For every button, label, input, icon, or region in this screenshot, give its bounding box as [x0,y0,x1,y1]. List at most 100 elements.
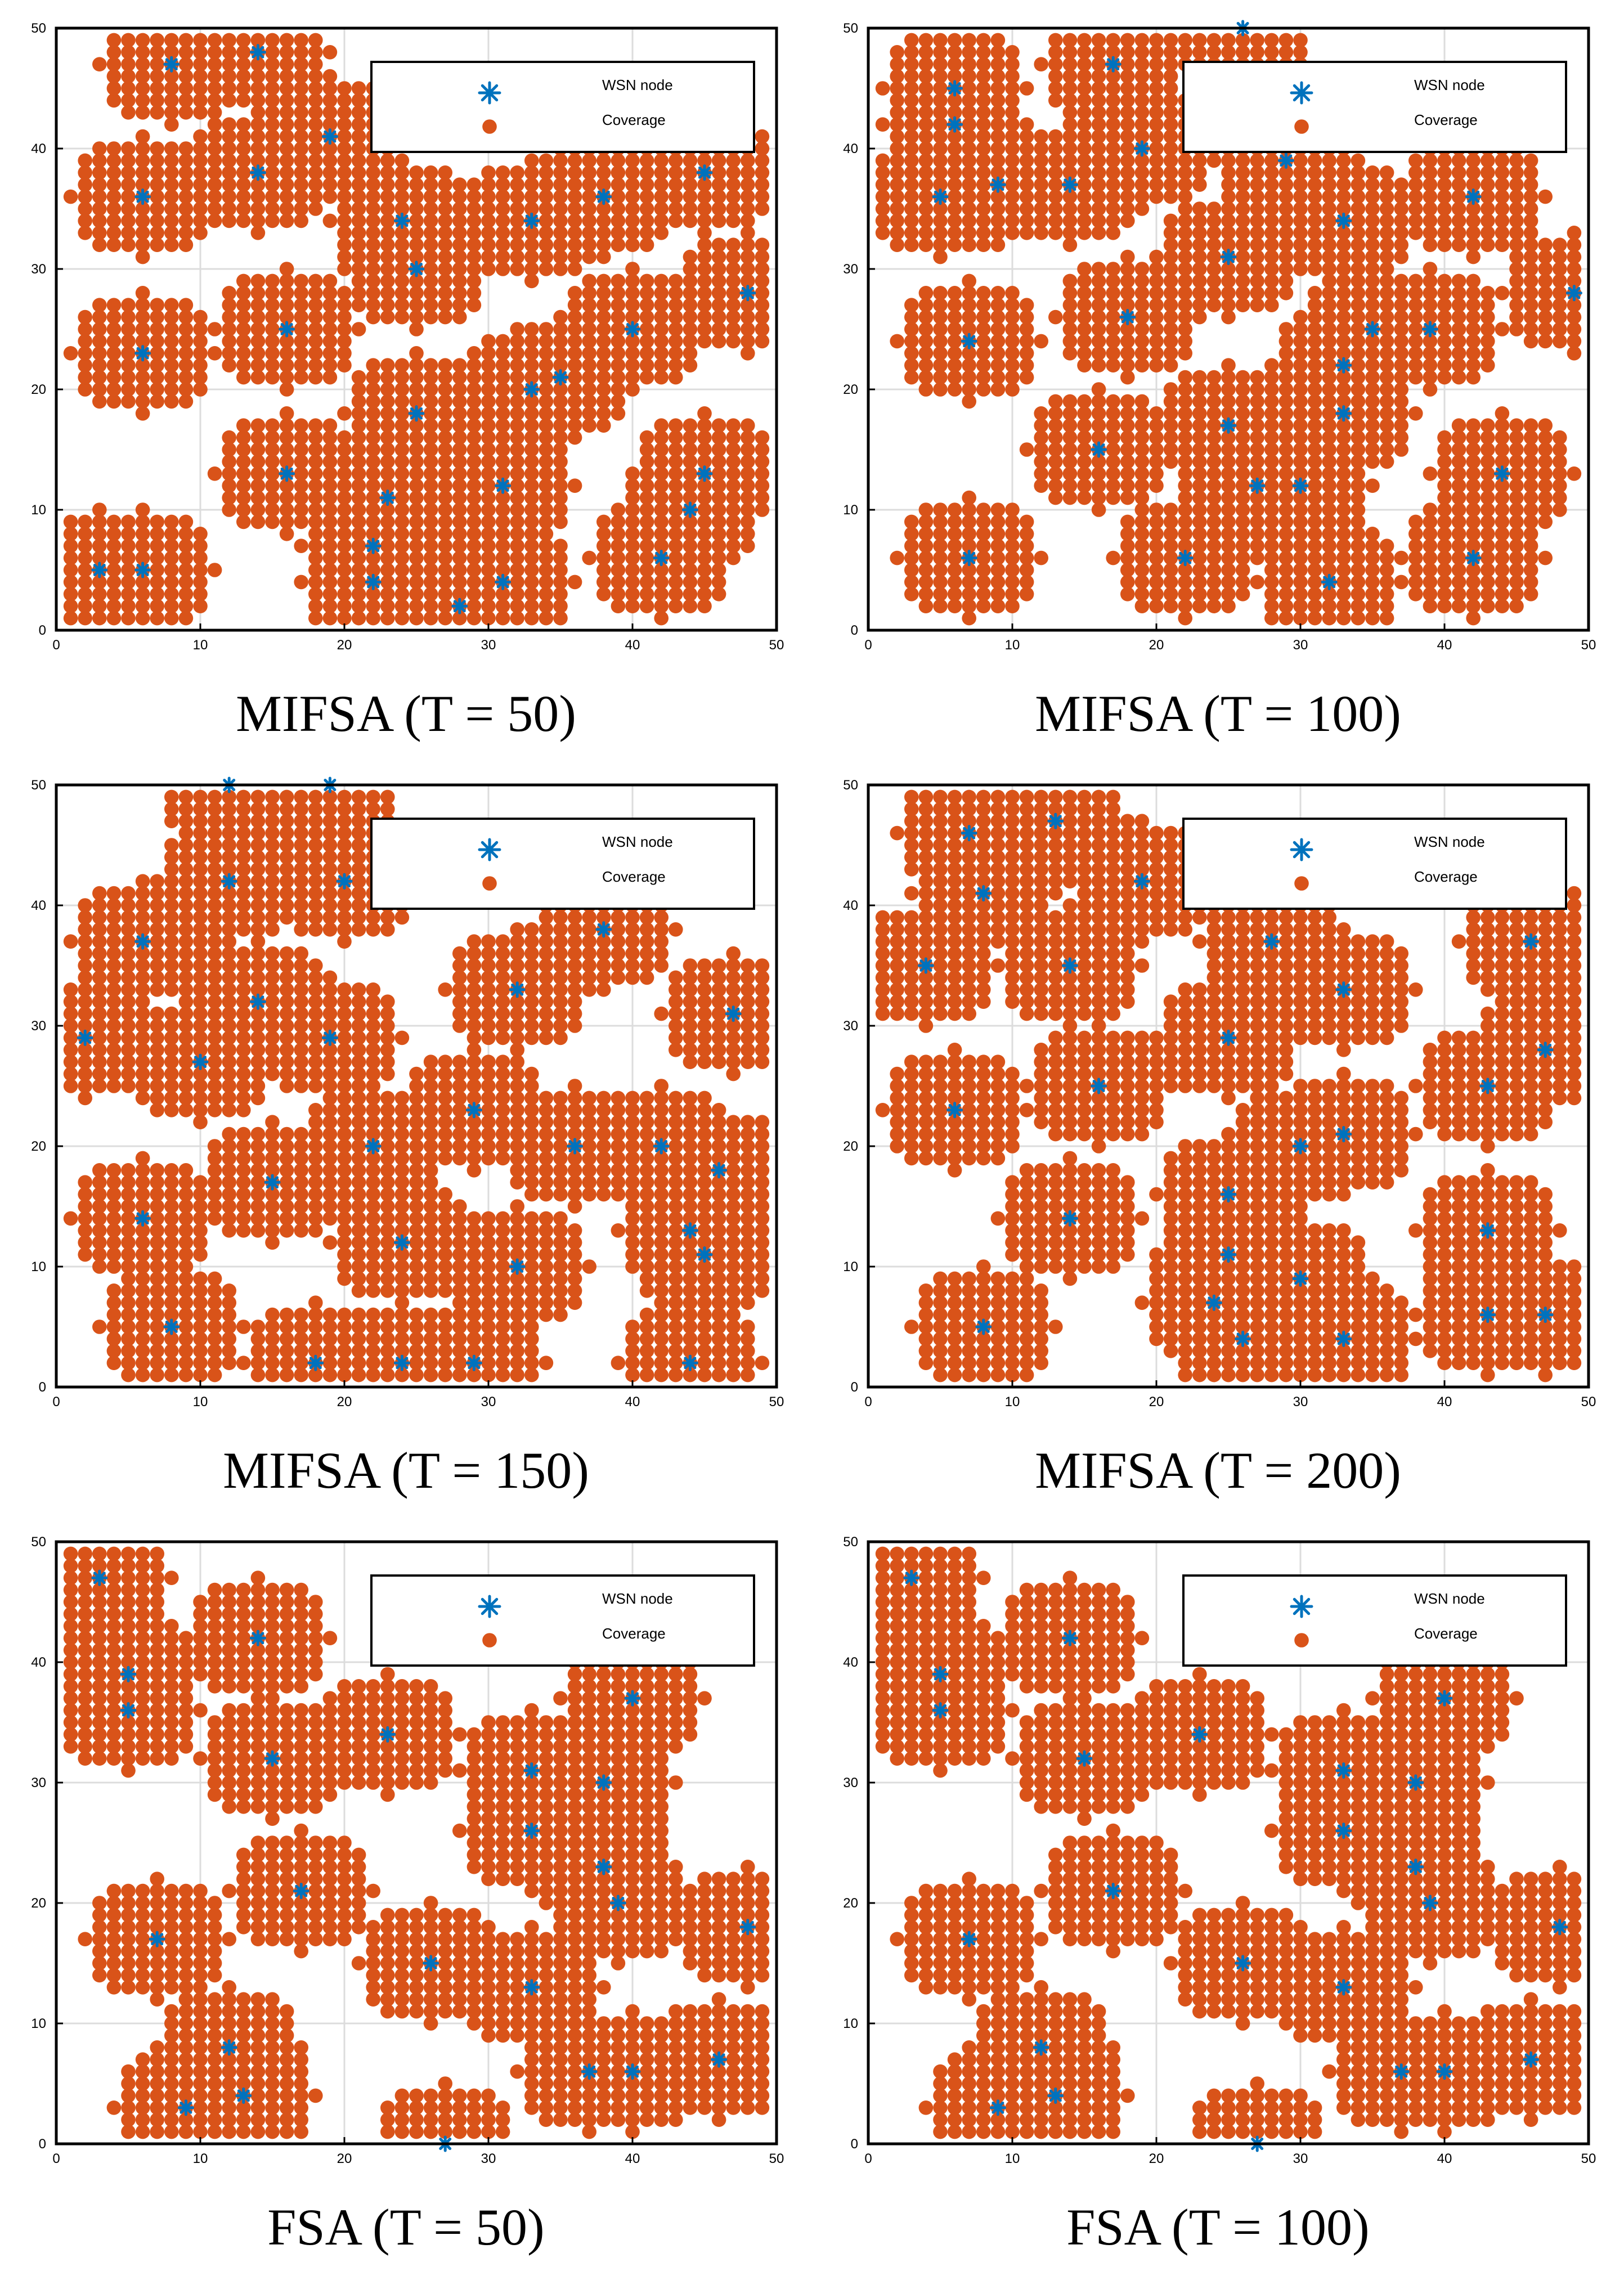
coverage-point [510,611,524,626]
coverage-point [193,346,208,361]
coverage-point [1134,430,1150,445]
coverage-point [918,514,934,529]
coverage-point [366,1018,380,1033]
coverage-point [669,273,683,289]
coverage-point [279,1331,294,1347]
coverage-point [495,177,510,192]
coverage-point [1365,309,1380,325]
coverage-point [308,538,323,553]
coverage-point [438,358,452,372]
coverage-point [510,1331,524,1347]
coverage-point [1307,382,1322,397]
coverage-point [308,370,323,385]
coverage-point [222,1090,237,1106]
coverage-point [1394,394,1408,409]
coverage-point [193,1103,208,1117]
coverage-point [106,1307,122,1322]
coverage-point [553,1103,568,1117]
coverage-point [1206,262,1222,276]
coverage-point [222,825,237,841]
coverage-point [1235,502,1250,517]
asterisk-stroke [948,82,961,95]
coverage-point [423,226,438,240]
coverage-point [1293,502,1308,517]
coverage-point [150,358,165,372]
coverage-point [669,466,683,481]
coverage-point [711,563,726,577]
coverage-point [539,177,554,192]
coverage-point [380,550,395,565]
coverage-point [351,141,366,156]
coverage-point [452,1344,467,1358]
coverage-point [236,298,251,312]
coverage-point [1134,286,1150,300]
coverage-point [265,1115,280,1129]
coverage-point [1264,466,1279,481]
coverage-point [697,237,712,253]
coverage-point [337,1211,352,1226]
coverage-point [1106,334,1120,349]
coverage-point [222,789,237,805]
coverage-point [726,153,741,168]
coverage-point [92,550,107,565]
coverage-point [294,69,308,84]
coverage-point [121,527,136,541]
coverage-point [351,886,366,901]
coverage-point [1077,69,1092,84]
coverage-point [135,1199,150,1214]
coverage-point [322,117,338,132]
coverage-point [164,514,179,529]
coverage-point [337,454,352,469]
coverage-point [121,1319,136,1334]
coverage-point [322,1103,338,1117]
coverage-point [1178,454,1192,469]
coverage-point [409,430,424,445]
coverage-point [409,1090,424,1106]
coverage-point [1077,358,1092,372]
coverage-point [582,309,596,325]
coverage-point [1351,165,1366,180]
coverage-point [990,599,1006,613]
coverage-point [380,1187,395,1202]
coverage-point [150,1043,165,1057]
coverage-point [481,262,496,276]
asterisk-stroke [165,58,178,71]
coverage-point [1437,177,1452,192]
axes-box [55,26,778,632]
coverage-point [236,490,251,505]
coverage-point [524,1331,539,1347]
coverage-point [1106,454,1120,469]
coverage-point [1163,418,1178,433]
wsn-node-marker [321,128,338,145]
coverage-point [207,1066,222,1081]
coverage-point [582,1115,596,1129]
coverage-point [366,611,380,626]
coverage-point [294,886,308,901]
coverage-point [178,69,194,84]
coverage-point [711,177,726,192]
coverage-point [236,1103,251,1117]
coverage-point [1250,189,1264,204]
coverage-point [1221,430,1236,445]
coverage-point [279,69,294,84]
coverage-point [1134,442,1150,457]
coverage-point [1495,165,1510,180]
coverage-point [976,587,991,602]
coverage-point [351,1356,366,1370]
coverage-point [121,298,136,312]
coverage-point [78,514,92,529]
coverage-point [63,514,78,529]
coverage-point [596,286,611,300]
coverage-point [1235,430,1250,445]
coverage-point [1293,514,1308,529]
coverage-point [236,970,251,985]
coverage-point [366,201,380,216]
coverage-point [193,33,208,48]
coverage-point [279,1126,294,1142]
coverage-point [1351,346,1366,361]
coverage-point [1192,262,1207,276]
coverage-point [1451,322,1466,336]
coverage-point [524,430,539,445]
coverage-point [1322,189,1336,204]
wsn-node-marker [624,321,641,338]
